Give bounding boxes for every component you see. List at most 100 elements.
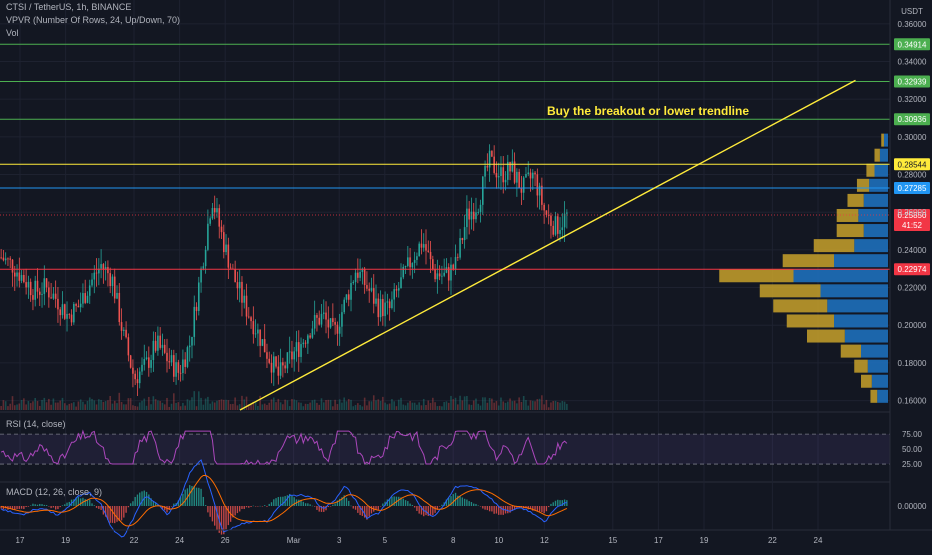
macd-histogram-bar [116,506,118,522]
macd-histogram-bar [559,500,561,506]
volume-bar [268,402,271,410]
symbol-legend[interactable]: CTSI / TetherUS, 1h, BINANCE [6,2,132,12]
macd-histogram-bar [434,506,436,513]
price-candles [0,144,568,410]
vpvr-up-bar [836,208,859,222]
volume-bar [175,402,177,410]
macd-histogram-bar [463,498,466,506]
volume-bar [407,402,409,410]
vpvr-down-bar [820,284,888,298]
macd-histogram-bar [164,506,166,511]
macd-histogram-bar [300,499,302,506]
volume-bar [441,406,443,410]
volume-bar [284,399,286,410]
countdown-label: 41:52 [902,221,923,230]
candle-body [454,256,457,270]
candle-body [482,176,484,205]
volume-bar [288,406,291,410]
macd-histogram-bar [282,496,284,506]
vpvr-up-bar [854,359,868,373]
volume-bar [311,400,314,410]
candle-body [261,339,264,346]
candle-body [2,257,5,261]
volume-bar [247,404,250,410]
volume-bar [152,396,155,410]
volume-bar [375,400,377,410]
candle-body [75,304,77,306]
volume-bar [11,396,14,410]
candle-body [327,319,330,328]
candle-body [43,278,46,294]
candle-body [284,365,286,369]
volume-bar [482,397,484,410]
candle-body [413,259,416,263]
macd-histogram-bar [279,496,282,506]
volume-bar [452,399,455,410]
macd-histogram-bar [475,503,477,506]
current-price-tag [894,209,930,232]
volume-bar [18,403,21,410]
vpvr-down-bar [869,178,888,192]
macd-histogram-bar [425,506,427,516]
macd-histogram-bar [250,506,252,507]
macd-legend[interactable]: MACD (12, 26, close, 9) [6,487,103,497]
volume-bar [173,393,175,410]
candle-body [563,213,566,228]
candle-body [20,275,23,281]
macd-histogram-bar [468,501,470,506]
macd-histogram-bar [411,504,414,506]
macd-histogram-bar [193,485,195,506]
volume-bar [272,397,275,410]
vpvr-up-bar [866,163,875,177]
macd-histogram-bar [338,498,341,506]
candle-body [543,204,545,211]
candle-body [207,223,209,250]
macd-histogram-bar [400,497,402,506]
volume-bar [309,402,311,410]
volume-bar [386,404,389,410]
candle-body [531,172,534,179]
macd-histogram-bar [343,495,345,506]
candle-body [225,244,227,253]
volume-bar [277,398,280,410]
macd-histogram-bar [23,506,25,510]
volume-bar [111,403,114,410]
candle-body [66,313,68,319]
volume-legend[interactable]: Vol [6,28,19,38]
volume-bar [148,396,150,410]
candle-body [118,292,121,323]
rsi-legend[interactable]: RSI (14, close) [6,419,66,429]
volume-bar [538,398,541,410]
candle-body [397,288,400,291]
candle-body [27,281,30,288]
rsi-band [0,434,890,465]
volume-bar [243,399,246,410]
macd-histogram-bar [495,506,498,514]
macd-histogram-bar [139,492,141,506]
macd-histogram-bar [332,504,334,506]
volume-bar [502,401,505,410]
volume-bar [411,402,414,410]
macd-histogram-bar [368,506,370,517]
candle-body [316,315,318,318]
vpvr-legend[interactable]: VPVR (Number Of Rows, 24, Up/Down, 70) [6,15,181,25]
macd-histogram-bar [9,506,11,509]
macd-histogram-bar [68,501,70,506]
candle-body [534,172,536,175]
candle-body [272,356,275,373]
candle-body [484,166,486,177]
macd-histogram-bar [293,497,295,506]
candle-body [63,304,66,319]
macd-histogram-bar [132,501,134,506]
volume-bar [166,397,168,410]
candle-body [450,264,452,281]
volume-profile [719,133,888,403]
volume-bar [491,398,493,410]
macd-histogram-bar [398,496,400,506]
price-axis: 0.36000 0.34000 0.32000 0.30000 0.28000 0.260… [889,0,927,530]
macd-histogram-bar [93,505,95,506]
volume-bar [529,400,532,410]
volume-bar [416,404,418,410]
